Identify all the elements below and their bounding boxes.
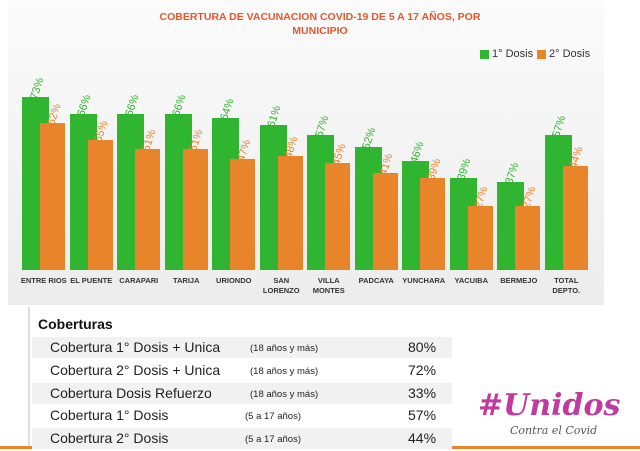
bar	[40, 123, 65, 270]
bar	[182, 149, 208, 270]
x-tick-label: ENTRE RIOS	[20, 276, 67, 285]
logo-subtitle: Contra el Covid	[510, 424, 598, 437]
x-tick-label: CARAPARI	[119, 276, 159, 285]
bar	[135, 149, 160, 270]
x-tick-label: TOTAL DEPTO.	[552, 276, 581, 295]
table-border	[28, 307, 30, 447]
legend-label: 1° Dosis	[492, 48, 534, 60]
x-tick-label: SAN LORENZO	[262, 276, 300, 295]
x-tick-label: TARIJA	[172, 276, 200, 285]
row-label: Cobertura 2° Dosis	[50, 430, 169, 447]
bar	[420, 177, 445, 270]
bar	[230, 158, 255, 270]
legend-label: 2° Dosis	[549, 48, 591, 60]
bar	[372, 172, 398, 270]
x-tick-label: YUNCHARA	[402, 276, 446, 285]
x-tick-label: PADCAYA	[358, 276, 394, 285]
x-tick-label: YACUIBA	[454, 276, 488, 285]
row-background	[32, 337, 452, 358]
bar	[467, 206, 493, 270]
row-note: (18 años y más)	[250, 388, 319, 400]
logo-title: #Unidos	[478, 388, 621, 423]
row-label: Cobertura 2° Dosis + Unica	[50, 361, 221, 378]
chart-title: COBERTURA DE VACUNACION COVID-19 DE 5 A …	[159, 11, 481, 37]
legend-swatch	[537, 50, 546, 59]
bar	[562, 165, 588, 270]
x-tick-label: EL PUENTE	[70, 276, 113, 285]
bar	[277, 156, 303, 270]
table-title: Coberturas	[38, 316, 113, 332]
bar	[515, 206, 540, 270]
row-value: 44%	[408, 430, 437, 447]
row-background	[32, 382, 452, 404]
row-value: 33%	[408, 384, 437, 401]
row-note: (5 a 17 años)	[245, 434, 301, 446]
bar	[87, 139, 113, 270]
row-value: 80%	[408, 339, 437, 355]
row-value: 57%	[408, 407, 437, 424]
row-label: Cobertura 1° Dosis + Unica	[50, 339, 221, 355]
x-tick-label: VILLA MONTES	[312, 276, 345, 295]
row-note: (5 a 17 años)	[245, 411, 301, 423]
bar	[325, 163, 350, 270]
legend-swatch	[480, 50, 489, 59]
row-note: (18 años y más)	[250, 343, 319, 354]
row-note: (18 años y más)	[250, 365, 319, 377]
x-tick-label: URIONDO	[216, 276, 252, 285]
row-label: Cobertura Dosis Refuerzo	[50, 384, 212, 401]
row-label: Cobertura 1° Dosis	[50, 407, 169, 424]
row-background	[32, 428, 452, 450]
x-tick-label: BERMEJO	[500, 276, 538, 285]
row-value: 72%	[408, 361, 437, 378]
